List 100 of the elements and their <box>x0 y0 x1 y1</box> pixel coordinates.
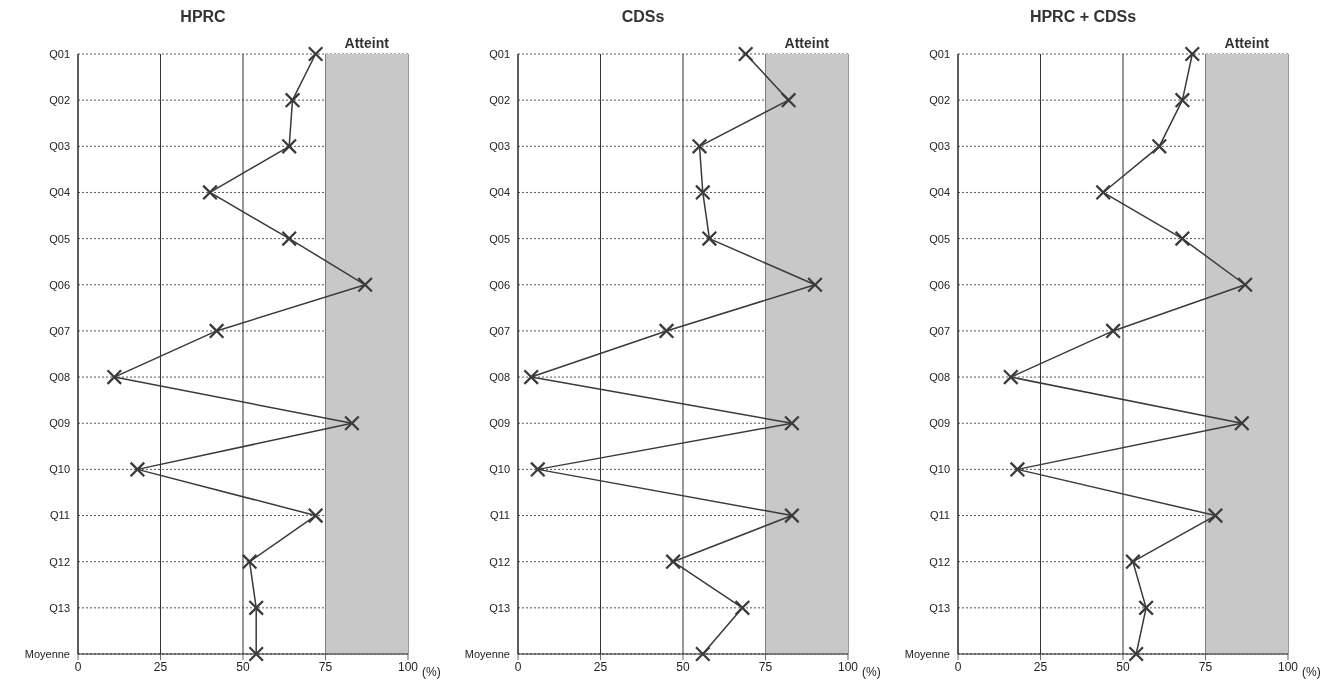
y-tick-label: Moyenne <box>464 647 510 660</box>
y-tick-label: Q07 <box>929 324 950 337</box>
y-tick-label: Q06 <box>49 278 70 291</box>
y-tick-label: Q01 <box>49 47 70 60</box>
point <box>784 507 800 524</box>
x-tick-label: 75 <box>318 659 333 674</box>
point <box>1207 507 1223 524</box>
y-tick-label: Q08 <box>49 370 70 383</box>
point <box>1105 323 1121 339</box>
point <box>1184 46 1200 62</box>
point <box>1138 600 1154 616</box>
x-tick-label: 25 <box>153 659 168 674</box>
point <box>1237 277 1253 293</box>
point <box>691 138 708 154</box>
y-tick-label: Q12 <box>49 555 70 568</box>
y-tick-label: Q03 <box>929 140 950 153</box>
y-tick-label: Q06 <box>489 278 510 291</box>
band-label: Atteint <box>344 35 390 51</box>
y-tick-label: Q07 <box>489 324 510 337</box>
y-tick-label: Q13 <box>929 601 950 614</box>
point <box>248 600 264 616</box>
y-tick-label: Q11 <box>930 509 950 522</box>
point <box>1125 554 1141 570</box>
point <box>344 415 360 431</box>
y-tick-label: Q04 <box>489 186 510 199</box>
y-tick-label: Q02 <box>489 94 510 107</box>
point <box>695 646 711 662</box>
point <box>807 277 823 293</box>
y-tick-label: Moyenne <box>904 647 950 660</box>
y-tick-label: Q13 <box>489 601 510 614</box>
point <box>248 646 264 662</box>
y-tick-label: Q02 <box>49 94 70 107</box>
band-label: Atteint <box>784 35 830 51</box>
chart-title: HPRC <box>179 8 227 27</box>
x-tick-label: 75 <box>1198 659 1213 674</box>
point <box>701 231 717 247</box>
y-tick-label: Q01 <box>489 47 510 60</box>
point <box>781 92 797 108</box>
y-tick-label: Q10 <box>489 463 510 476</box>
x-tick-label: 50 <box>1116 659 1130 674</box>
y-tick-label: Q12 <box>489 555 510 568</box>
chart-title: HPRC + CDSs <box>1028 8 1138 27</box>
point <box>1128 646 1144 662</box>
x-tick-label: 100 <box>1277 659 1299 674</box>
band-label: Atteint <box>1224 35 1270 51</box>
x-tick-label: 50 <box>676 659 690 674</box>
y-tick-label: Q01 <box>929 47 950 60</box>
y-tick-label: Q07 <box>49 324 70 337</box>
y-tick-label: Q03 <box>49 140 70 153</box>
y-tick-label: Q08 <box>489 370 510 383</box>
point <box>1009 461 1025 477</box>
point <box>658 323 675 339</box>
point <box>209 323 225 339</box>
y-tick-label: Q11 <box>50 509 70 522</box>
y-tick-label: Q10 <box>929 463 950 476</box>
x-tick-label: 0 <box>514 659 522 674</box>
x-axis-title: (%) <box>862 665 881 680</box>
y-tick-label: Q11 <box>490 509 510 522</box>
x-axis-title: (%) <box>422 665 441 680</box>
y-tick-label: Q10 <box>49 463 70 476</box>
x-tick-label: 25 <box>593 659 608 674</box>
point <box>738 46 754 62</box>
y-tick-label: Q08 <box>929 370 950 383</box>
point <box>129 461 145 477</box>
chart-title: CDSs <box>620 8 666 27</box>
y-tick-label: Q05 <box>929 232 950 245</box>
y-tick-label: Q06 <box>929 278 950 291</box>
point <box>106 369 122 385</box>
point <box>1095 184 1111 201</box>
y-tick-label: Q04 <box>929 186 950 199</box>
point <box>357 277 373 293</box>
point <box>308 507 324 524</box>
point <box>281 231 297 247</box>
y-tick-label: Q05 <box>49 232 70 245</box>
x-tick-label: 100 <box>837 659 859 674</box>
point <box>530 461 546 477</box>
point <box>734 600 750 616</box>
y-tick-label: Q04 <box>49 186 70 199</box>
point <box>242 554 258 570</box>
x-tick-label: 0 <box>74 659 82 674</box>
point <box>665 554 681 570</box>
point <box>1174 92 1190 108</box>
y-tick-label: Q02 <box>929 94 950 107</box>
point <box>695 184 711 201</box>
x-tick-label: 50 <box>236 659 250 674</box>
x-tick-label: 75 <box>758 659 773 674</box>
y-tick-label: Q05 <box>489 232 510 245</box>
point <box>202 184 218 201</box>
y-tick-label: Q03 <box>489 140 510 153</box>
point <box>784 415 800 431</box>
point <box>523 369 539 385</box>
point <box>1003 369 1019 385</box>
x-axis-title: (%) <box>1302 665 1321 680</box>
point <box>1151 138 1167 154</box>
y-tick-label: Q09 <box>489 417 510 430</box>
y-tick-label: Q13 <box>49 601 70 614</box>
point <box>308 46 324 62</box>
x-tick-label: 0 <box>954 659 962 674</box>
point <box>1174 231 1190 247</box>
y-tick-label: Q09 <box>49 417 70 430</box>
